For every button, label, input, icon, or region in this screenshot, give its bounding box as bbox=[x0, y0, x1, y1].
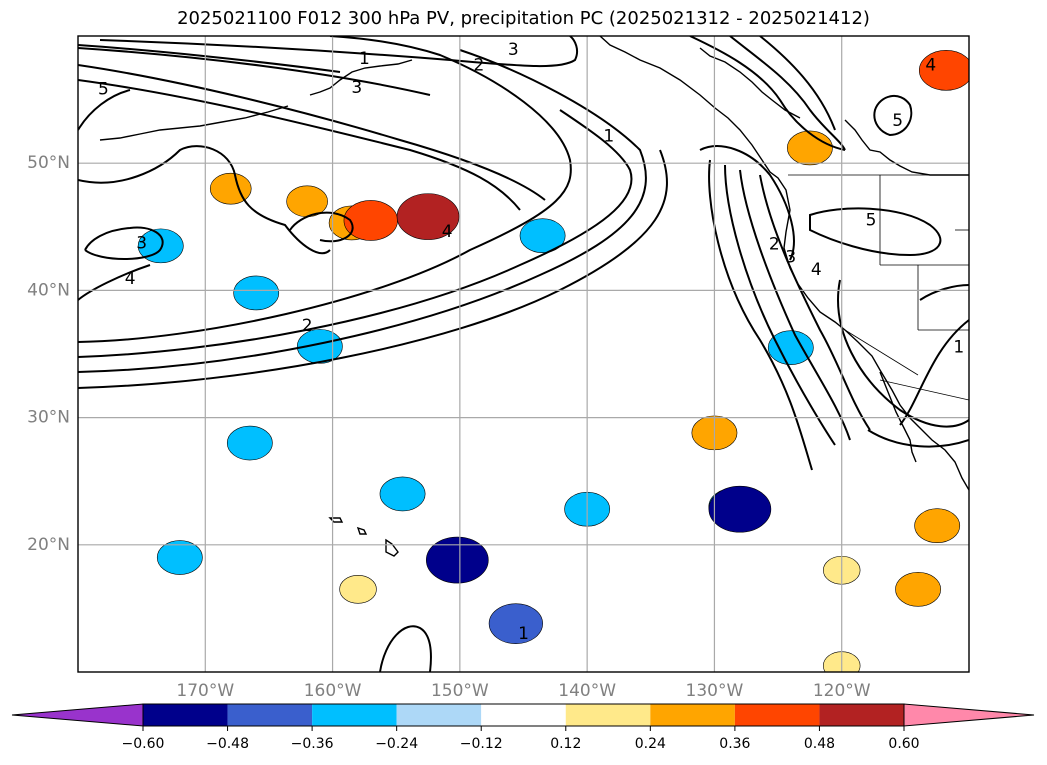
precip-region-15 bbox=[156, 540, 203, 575]
colorbar-segment bbox=[819, 704, 904, 726]
colorbar-tick-label: −0.36 bbox=[291, 736, 334, 752]
lon-tick-label: 140°W bbox=[558, 681, 616, 701]
precip-region-14 bbox=[708, 485, 772, 533]
lon-tick-label: 170°W bbox=[176, 681, 234, 701]
colorbar-tick-label: 0.48 bbox=[804, 736, 835, 752]
lat-tick-label: 50°N bbox=[27, 153, 70, 173]
contour-label: 1 bbox=[359, 49, 370, 69]
lon-tick-label: 130°W bbox=[686, 681, 744, 701]
precip-region-24 bbox=[209, 172, 252, 205]
lat-tick-label: 40°N bbox=[27, 280, 70, 300]
precip-region-2 bbox=[396, 193, 460, 240]
colorbar-tick-label: 0.36 bbox=[719, 736, 750, 752]
precip-region-1 bbox=[343, 200, 398, 241]
colorbar-segment bbox=[481, 704, 566, 726]
colorbar-extend-high bbox=[903, 703, 1035, 727]
contour-label: 2 bbox=[769, 235, 780, 255]
longitude-ticks: 170°W 160°W 150°W 140°W 130°W 120°W bbox=[176, 681, 870, 701]
contour-label: 3 bbox=[351, 78, 362, 98]
contour-label: 2 bbox=[60, 194, 71, 214]
precip-region-23 bbox=[339, 575, 377, 604]
precip-region-11 bbox=[488, 603, 543, 644]
contour-label: 2 bbox=[302, 316, 313, 336]
colorbar-tick-label: −0.48 bbox=[206, 736, 249, 752]
colorbar: −0.60 −0.48 −0.36 −0.24 −0.12 0.12 0.24 0.36 0.4… bbox=[11, 703, 1035, 752]
latitude-ticks: 20°N 30°N 40°N 50°N bbox=[27, 153, 70, 555]
precip-region-3 bbox=[137, 228, 184, 264]
colorbar-tick-label: −0.60 bbox=[122, 736, 165, 752]
colorbar-segment bbox=[396, 704, 482, 726]
map-frame bbox=[77, 35, 970, 673]
contour-label: 2 bbox=[474, 55, 485, 75]
colorbar-segment bbox=[565, 704, 651, 726]
contour-label: 5 bbox=[892, 111, 903, 131]
precip-region-5 bbox=[233, 275, 280, 311]
lat-tick-label: 30°N bbox=[27, 408, 70, 428]
precip-region-21 bbox=[786, 130, 833, 166]
colorbar-segment bbox=[143, 704, 228, 726]
colorbar-tick-label: 0.24 bbox=[635, 736, 666, 752]
lat-lon-grid bbox=[78, 36, 969, 672]
contour-label: 5 bbox=[866, 210, 877, 230]
lat-tick-label: 20°N bbox=[27, 535, 70, 555]
colorbar-segment bbox=[312, 704, 397, 726]
precip-region-7 bbox=[226, 425, 273, 461]
precip-region-8 bbox=[379, 476, 426, 512]
contour-label: 1 bbox=[953, 338, 964, 358]
contour-label: 3 bbox=[136, 233, 147, 253]
precip-region-19 bbox=[895, 572, 941, 607]
lon-tick-label: 160°W bbox=[304, 681, 362, 701]
contour-label: 4 bbox=[442, 222, 453, 242]
precip-region-16 bbox=[767, 330, 814, 365]
contour-label: 3 bbox=[785, 247, 796, 267]
political-borders bbox=[788, 174, 969, 401]
chart-title: 2025021100 F012 300 hPa PV, precipitatio… bbox=[177, 8, 870, 29]
lon-tick-label: 150°W bbox=[431, 681, 489, 701]
colorbar-tick-label: −0.12 bbox=[460, 736, 503, 752]
precip-region-4 bbox=[519, 218, 566, 254]
contour-label: 4 bbox=[925, 55, 936, 75]
colorbar-segment bbox=[734, 704, 820, 726]
lon-tick-label: 120°W bbox=[813, 681, 871, 701]
colorbar-tick-label: −0.24 bbox=[375, 736, 418, 752]
precip-region-20 bbox=[914, 508, 961, 544]
precipitation-shading bbox=[137, 50, 969, 672]
colorbar-tick-label: 0.60 bbox=[888, 736, 919, 752]
contour-label: 3 bbox=[508, 40, 519, 60]
colorbar-frame bbox=[142, 703, 905, 727]
precip-region-10 bbox=[426, 536, 489, 584]
contour-label: 1 bbox=[518, 624, 529, 644]
contour-label: 4 bbox=[125, 269, 136, 289]
contour-label: 5 bbox=[98, 79, 109, 99]
pv-contours bbox=[78, 36, 969, 672]
colorbar-segment bbox=[650, 704, 735, 726]
contour-label: 4 bbox=[811, 260, 822, 280]
colorbar-tick-label: 0.12 bbox=[550, 736, 581, 752]
precip-region-6 bbox=[296, 329, 343, 364]
precip-region-22 bbox=[918, 50, 969, 91]
colorbar-segment bbox=[227, 704, 313, 726]
contour-label: 1 bbox=[603, 126, 614, 146]
colorbar-extend-low bbox=[11, 703, 144, 727]
